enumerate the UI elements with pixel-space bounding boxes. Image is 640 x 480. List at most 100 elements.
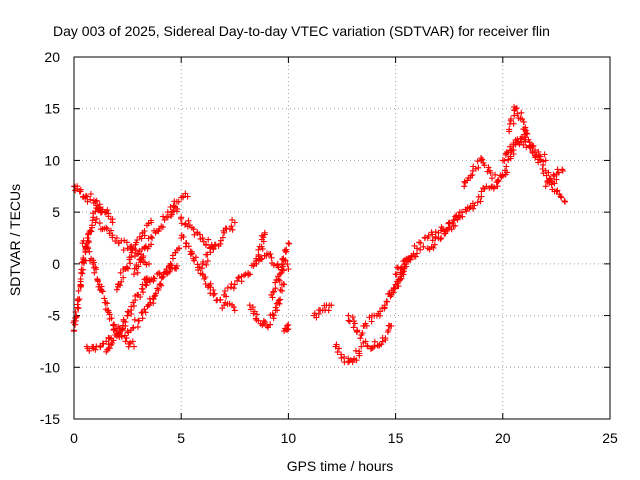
trail-point	[269, 294, 276, 301]
trail-point	[438, 235, 445, 242]
trail-point	[286, 240, 293, 247]
trail-point	[261, 231, 268, 238]
trail-point	[315, 311, 322, 317]
x-tick-label: 5	[177, 430, 185, 446]
trail-point	[425, 232, 432, 239]
trail-point	[267, 251, 274, 257]
trail-point	[219, 234, 226, 241]
trail-point	[194, 230, 201, 237]
trail-point	[338, 355, 345, 362]
trail-point	[452, 222, 459, 229]
trail-point	[203, 261, 210, 268]
trail-point	[267, 321, 274, 328]
trail-point	[479, 156, 486, 163]
trail-point	[384, 298, 391, 305]
x-tick-label: 15	[388, 430, 404, 446]
trail-point	[393, 271, 400, 278]
trail-point	[122, 318, 129, 325]
trail-point	[551, 188, 558, 195]
trail-point	[201, 275, 208, 282]
trail-point	[229, 226, 236, 233]
trail-point	[88, 228, 95, 235]
trail-point	[124, 308, 131, 315]
trail-point	[501, 157, 508, 164]
y-tick-label: -5	[48, 308, 61, 324]
trail-point	[223, 293, 230, 300]
trail-point	[96, 220, 103, 227]
trail-point	[484, 168, 491, 175]
data-point	[285, 266, 292, 272]
trail-point	[472, 165, 479, 172]
trail-point	[143, 282, 150, 289]
data-point	[478, 188, 485, 195]
trail-point	[116, 325, 123, 332]
trail-point	[442, 230, 449, 237]
trail-point	[228, 281, 235, 287]
trail-point	[120, 247, 127, 253]
trail-point	[271, 288, 277, 295]
trail-point	[546, 176, 553, 183]
x-tick-label: 0	[70, 430, 78, 446]
trail-point	[260, 234, 267, 241]
trail-point	[536, 156, 543, 163]
trail-point	[475, 164, 482, 171]
trail-point	[151, 275, 158, 282]
trail-point	[477, 198, 484, 205]
series-arc-27	[478, 131, 528, 195]
trail-point	[87, 196, 94, 203]
trail-point	[520, 119, 527, 125]
trail-point	[128, 253, 135, 260]
trail-point	[429, 237, 436, 244]
series-arc-18	[281, 321, 292, 335]
trail-point	[132, 246, 139, 253]
trail-point	[120, 322, 126, 329]
series-arc-7	[113, 217, 155, 293]
trail-point	[268, 254, 275, 261]
trail-point	[131, 303, 137, 309]
trail-point	[545, 169, 552, 176]
trail-point	[104, 225, 110, 232]
trail-point	[378, 341, 385, 348]
series-arc-17	[268, 240, 293, 301]
trail-point	[351, 320, 358, 327]
y-tick-label: 20	[44, 49, 60, 65]
series-arc-12	[178, 232, 238, 314]
trail-point	[90, 259, 97, 266]
trail-point	[471, 202, 478, 209]
trail-point	[278, 270, 285, 276]
trail-point	[469, 172, 476, 178]
trail-point	[75, 305, 82, 312]
trail-point	[148, 233, 155, 240]
trail-point	[127, 339, 134, 346]
trail-point	[494, 183, 501, 190]
trail-point	[253, 311, 260, 318]
trail-point	[429, 231, 436, 238]
trail-point	[394, 264, 401, 271]
trail-point	[141, 306, 148, 313]
trail-point	[188, 248, 195, 255]
trail-point	[156, 269, 162, 276]
trail-point	[75, 287, 82, 294]
trail-point	[106, 345, 113, 352]
trail-point	[262, 319, 269, 325]
trail-point	[203, 242, 209, 249]
trail-point	[98, 287, 105, 294]
trail-point	[431, 241, 438, 248]
trail-point	[422, 234, 429, 241]
trail-point	[398, 264, 405, 271]
trail-point	[75, 297, 81, 304]
trail-point	[279, 261, 285, 268]
data-point	[113, 235, 120, 241]
data-point	[542, 157, 549, 164]
trail-point	[507, 143, 513, 150]
trail-point	[377, 308, 384, 315]
series-arc-24	[392, 209, 463, 278]
trail-point	[255, 251, 262, 258]
trail-point	[470, 205, 477, 212]
data-point	[124, 245, 131, 252]
trail-point	[513, 105, 520, 111]
trail-point	[118, 278, 125, 285]
trail-point	[417, 246, 424, 253]
trail-point	[91, 269, 98, 276]
